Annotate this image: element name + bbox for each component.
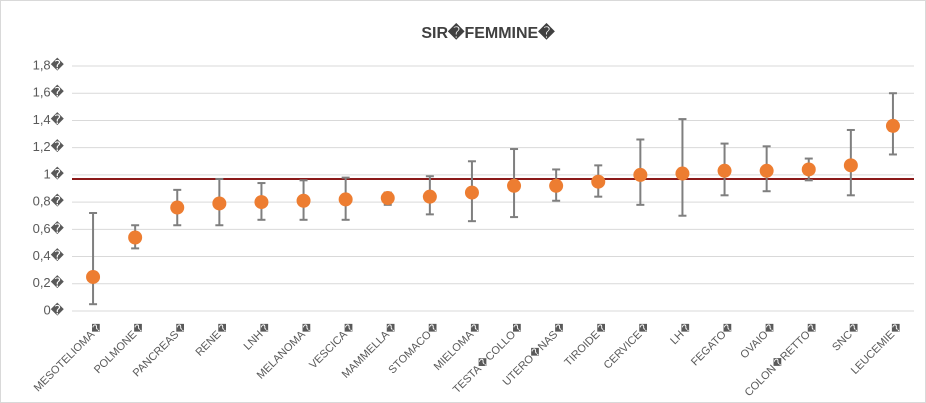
point bbox=[86, 269, 101, 284]
y-tick-label: 0,4� bbox=[33, 248, 65, 263]
point bbox=[128, 230, 143, 245]
point bbox=[759, 163, 774, 178]
point bbox=[296, 193, 311, 208]
y-tick-label: 0,8� bbox=[33, 194, 65, 209]
point bbox=[507, 178, 522, 193]
point bbox=[591, 174, 606, 189]
y-tick-label: 1,2� bbox=[33, 139, 65, 154]
point bbox=[549, 178, 564, 193]
point bbox=[464, 185, 479, 200]
point bbox=[801, 162, 816, 177]
point bbox=[843, 158, 858, 173]
y-tick-label: 1� bbox=[43, 166, 64, 181]
point bbox=[422, 189, 437, 204]
point bbox=[633, 167, 648, 182]
y-tick-label: 0,6� bbox=[33, 221, 65, 236]
point bbox=[170, 200, 185, 215]
point bbox=[885, 118, 900, 133]
y-tick-label: 0� bbox=[43, 302, 64, 317]
y-tick-label: 1,8� bbox=[33, 57, 65, 72]
y-tick-label: 0,2� bbox=[33, 275, 65, 290]
point bbox=[212, 196, 227, 211]
point bbox=[675, 166, 690, 181]
point bbox=[338, 192, 353, 207]
chart-title: SIR�FEMMINE� bbox=[421, 22, 555, 42]
point bbox=[254, 195, 269, 210]
y-tick-label: 1,6� bbox=[33, 85, 65, 100]
y-tick-label: 1,4� bbox=[33, 112, 65, 127]
point bbox=[380, 191, 395, 206]
point bbox=[717, 163, 732, 178]
